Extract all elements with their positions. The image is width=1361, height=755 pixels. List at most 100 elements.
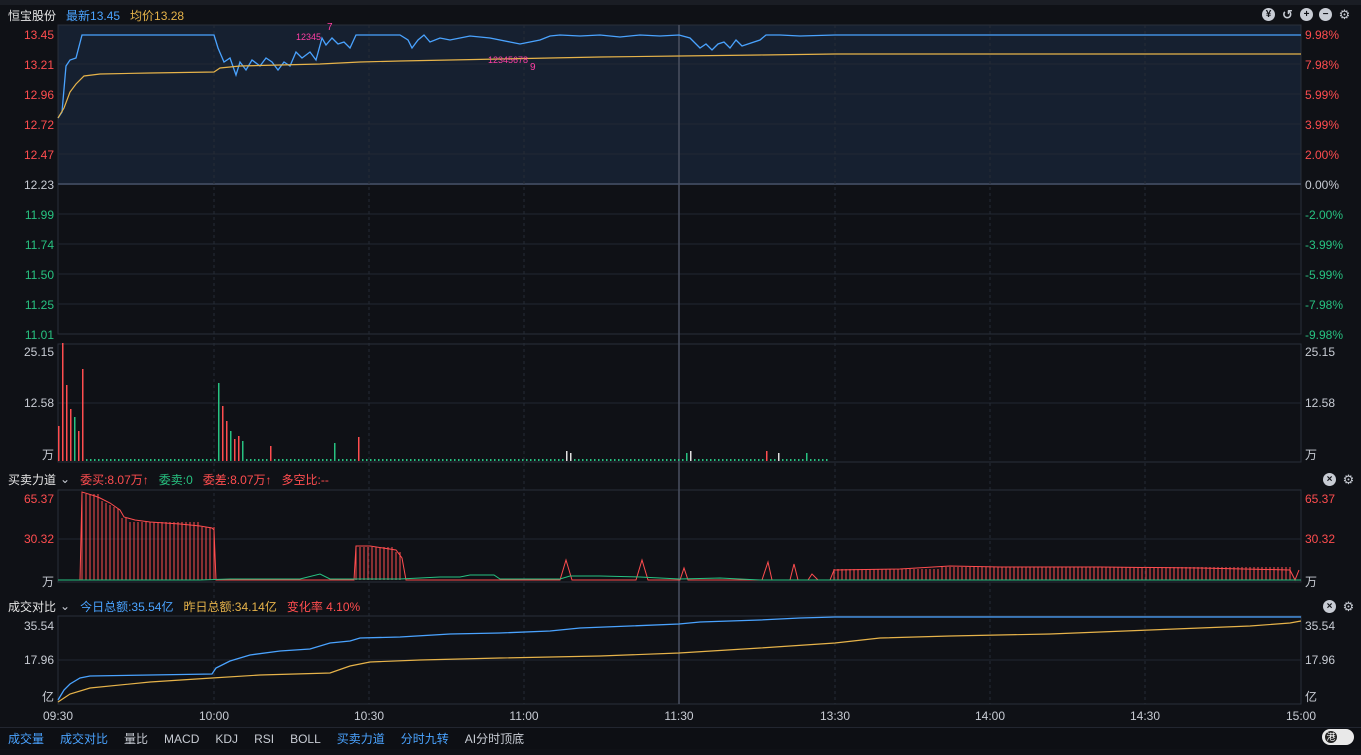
settings-gear-icon[interactable]: ⚙ <box>1342 599 1355 614</box>
tab-9[interactable]: AI分时顶底 <box>464 732 525 746</box>
volume-axis-top-right: 25.15 <box>1305 345 1336 359</box>
marker-seq2b: 9 <box>530 62 536 73</box>
turnover-axis-top-right: 35.54 <box>1305 619 1336 633</box>
currency-icon[interactable]: ¥ <box>1262 8 1275 21</box>
volume-bar <box>478 459 480 461</box>
volume-bar <box>110 459 112 461</box>
settings-gear-icon[interactable]: ⚙ <box>1342 472 1355 487</box>
volume-bar <box>498 459 500 461</box>
volume-bar <box>74 417 76 461</box>
volume-bar <box>274 459 276 461</box>
volume-bar <box>70 409 72 461</box>
volume-bar <box>306 459 308 461</box>
turnover-panel-header: 成交对比 ⌄ 今日总额:35.54亿 昨日总额:34.14亿 变化率 4.10% <box>8 596 370 616</box>
today-turnover-line <box>57 616 1301 701</box>
tab-2[interactable]: 量比 <box>124 732 149 746</box>
volume-bar <box>678 459 680 461</box>
tab-5[interactable]: RSI <box>254 731 275 746</box>
volume-bar <box>822 459 824 461</box>
volume-bar <box>458 459 460 461</box>
price-axis-left-label: 12.96 <box>23 88 54 102</box>
force-panel-title[interactable]: 买卖力道 <box>8 472 57 487</box>
tab-3[interactable]: MACD <box>164 731 200 746</box>
volume-bar <box>298 459 300 461</box>
zoom-out-icon[interactable]: − <box>1319 8 1332 21</box>
volume-bar <box>266 459 268 461</box>
volume-bar <box>734 459 736 461</box>
volume-bar <box>238 436 240 461</box>
force-panel-header: 买卖力道 ⌄ 委买:8.07万↑ 委卖:0 委差:8.07万↑ 多空比:-- <box>8 469 339 489</box>
turnover-panel-title[interactable]: 成交对比 <box>8 599 57 614</box>
volume-bar <box>294 459 296 461</box>
tab-6[interactable]: BOLL <box>290 731 321 746</box>
marker-seq1b: 7 <box>327 22 333 33</box>
volume-bar <box>146 459 148 461</box>
volume-bar <box>526 459 528 461</box>
volume-bar <box>818 459 820 461</box>
today-total: 今日总额:35.54亿 <box>80 599 174 614</box>
volume-bar <box>202 459 204 461</box>
volume-bar <box>770 459 772 461</box>
volume-bar <box>218 383 220 461</box>
tab-0[interactable]: 成交量 <box>8 732 45 746</box>
volume-bar <box>282 459 284 461</box>
indicator-tab-bar: 成交量 成交对比 量比 MACD KDJ RSI BOLL 买卖力道 分时九转 AI分时顶底 <box>0 727 1361 749</box>
volume-bar <box>582 459 584 461</box>
price-axis-left-label: 11.99 <box>24 208 54 222</box>
turnover-axis-unit-right: 亿 <box>1305 690 1318 704</box>
settings-gear-icon[interactable]: ⚙ <box>1338 7 1351 22</box>
volume-bar <box>222 406 224 461</box>
price-axis-left-label: 13.45 <box>23 28 54 42</box>
volume-bar <box>210 459 212 461</box>
close-icon[interactable]: × <box>1323 600 1336 613</box>
volume-bar <box>446 459 448 461</box>
volume-bar <box>166 459 168 461</box>
zoom-in-icon[interactable]: + <box>1300 8 1313 21</box>
force-axis-mid-left: 30.32 <box>23 532 54 546</box>
volume-bar <box>590 459 592 461</box>
turnover-axis-unit-left: 亿 <box>41 690 54 704</box>
price-axis-left-label: 11.50 <box>24 268 54 282</box>
volume-bar <box>806 453 808 461</box>
volume-bar <box>178 459 180 461</box>
force-green-line <box>58 573 1301 581</box>
change-rate: 变化率 4.10% <box>286 599 361 614</box>
chevron-down-icon[interactable]: ⌄ <box>60 599 71 613</box>
time-axis-label: 11:00 <box>509 709 539 723</box>
volume-bar <box>594 459 596 461</box>
volume-bar <box>474 459 476 461</box>
volume-bar <box>634 459 636 461</box>
volume-bar <box>782 459 784 461</box>
tab-7[interactable]: 买卖力道 <box>336 732 385 746</box>
volume-bar <box>670 459 672 461</box>
price-axis-left-label: 12.47 <box>23 148 54 162</box>
time-axis-label: 09:30 <box>42 709 74 723</box>
volume-bar <box>702 459 704 461</box>
price-axis-left-label: 12.72 <box>23 118 54 132</box>
volume-bar <box>398 459 400 461</box>
close-icon[interactable]: × <box>1323 473 1336 486</box>
volume-bar <box>142 459 144 461</box>
price-axis-right-label: -2.00% <box>1305 208 1344 222</box>
volume-bar <box>802 459 804 461</box>
volume-bar <box>814 459 816 461</box>
volume-bar <box>254 459 256 461</box>
volume-bar <box>182 459 184 461</box>
volume-bar <box>586 459 588 461</box>
volume-bar <box>710 459 712 461</box>
time-axis-label: 10:00 <box>198 709 230 723</box>
undo-icon[interactable]: ↺ <box>1282 7 1293 22</box>
volume-bar <box>62 343 64 461</box>
volume-bar <box>130 459 132 461</box>
volume-bar <box>394 459 396 461</box>
volume-bar <box>570 453 572 461</box>
volume-bar <box>410 459 412 461</box>
tab-1[interactable]: 成交对比 <box>60 732 109 746</box>
tab-8[interactable]: 分时九转 <box>400 732 449 746</box>
force-bars <box>81 494 1291 580</box>
tab-4[interactable]: KDJ <box>215 731 239 746</box>
volume-bar <box>826 459 828 461</box>
hk-toggle[interactable]: 港 <box>1322 729 1354 745</box>
volume-bar <box>438 459 440 461</box>
chevron-down-icon[interactable]: ⌄ <box>60 472 71 486</box>
